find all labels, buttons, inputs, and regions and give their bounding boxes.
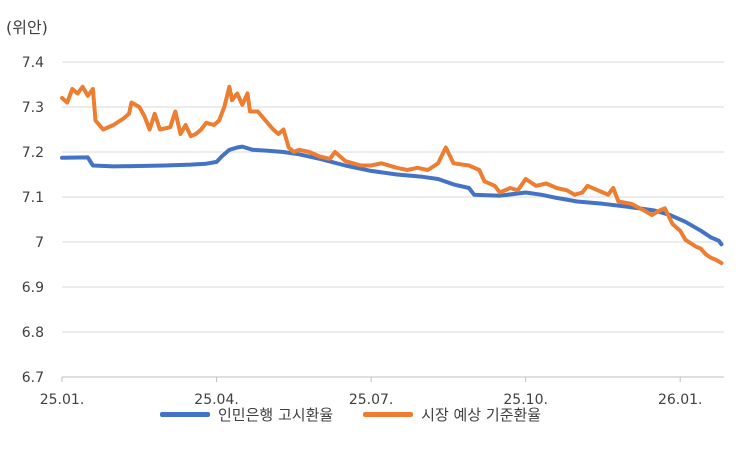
gridlines xyxy=(62,61,724,378)
legend-swatch-pboc xyxy=(160,412,210,417)
x-tick-label: 25.10. xyxy=(503,392,548,408)
series-line-0 xyxy=(60,144,724,247)
x-tick-label: 26.01. xyxy=(658,392,703,408)
legend-label-pboc: 인민은행 고시환율 xyxy=(218,406,334,424)
y-axis-ticks: 7.4 7.3 7.2 7.1 7 6.9 6.8 6.7 xyxy=(22,55,44,386)
y-tick-label: 6.8 xyxy=(22,325,44,341)
y-tick-label: 6.9 xyxy=(22,280,44,296)
series-lines xyxy=(60,84,724,266)
legend-label-market: 시장 예상 기준환율 xyxy=(421,406,542,424)
x-tick-label: 25.07. xyxy=(349,392,394,408)
x-axis-ticks: 25.01. 25.04. 25.07. 25.10. 26.01. xyxy=(40,377,703,408)
y-tick-label: 7.1 xyxy=(22,190,44,206)
legend-item-market: 시장 예상 기준환율 xyxy=(363,404,541,425)
y-tick-label: 7 xyxy=(35,235,44,251)
y-tick-label: 6.7 xyxy=(22,370,44,386)
y-tick-label: 7.4 xyxy=(22,55,44,71)
legend-item-pboc: 인민은행 고시환율 xyxy=(160,404,333,425)
y-unit-label: (위안) xyxy=(6,18,48,37)
legend-swatch-market xyxy=(363,412,414,417)
y-tick-label: 7.3 xyxy=(22,100,44,116)
x-tick-label: 25.01. xyxy=(40,392,85,408)
legend: 인민은행 고시환율 시장 예상 기준환율 xyxy=(160,404,541,425)
x-tick-label: 25.04. xyxy=(194,392,239,408)
y-tick-label: 7.2 xyxy=(22,145,44,161)
series-line-1 xyxy=(60,84,724,266)
